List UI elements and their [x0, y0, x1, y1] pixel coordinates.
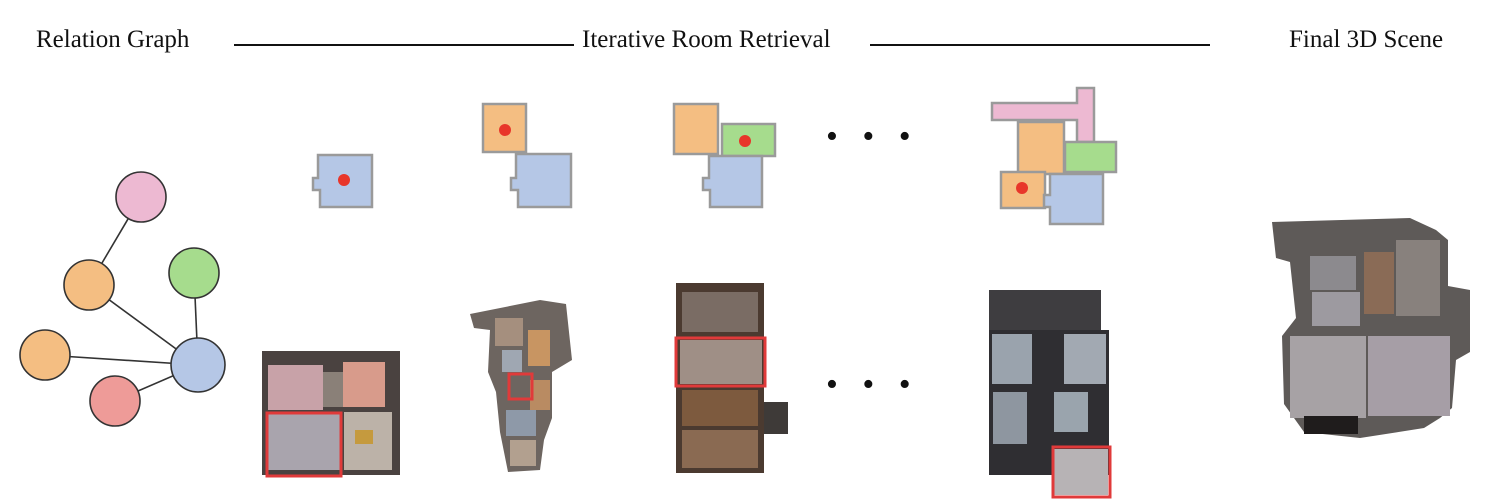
- scene-room: [1310, 256, 1356, 290]
- scene-room-pink: [268, 365, 323, 410]
- scene-room: [502, 350, 522, 372]
- header-rule-left: [234, 44, 574, 46]
- scene-room: [1290, 336, 1366, 418]
- scene-3d-step-1: [262, 351, 400, 478]
- scene-room: [510, 440, 536, 466]
- graph-node-green: [168, 247, 220, 299]
- scene-shadow: [1304, 416, 1358, 434]
- step-ellipsis-top: • • •: [826, 118, 919, 155]
- floorplan-step-3: [672, 102, 777, 209]
- active-room-marker: [338, 174, 350, 186]
- graph-node-pink: [115, 171, 167, 223]
- scene-room: [506, 410, 536, 436]
- scene-detail: [355, 430, 373, 444]
- scene-room: [992, 334, 1032, 384]
- relation-graph-title: Relation Graph: [36, 26, 190, 53]
- floorplan-step-1: [311, 153, 374, 209]
- scene-room: [682, 430, 758, 468]
- room-blue: [1042, 172, 1105, 226]
- scene-building-top: [989, 290, 1101, 330]
- room-green: [1063, 140, 1118, 174]
- header-rule-right: [870, 44, 1210, 46]
- iterative-room-retrieval-title: Iterative Room Retrieval: [582, 26, 831, 53]
- scene-room: [1396, 240, 1440, 316]
- scene-room: [1364, 252, 1394, 314]
- graph-node-blue: [170, 337, 226, 393]
- room-orange: [672, 102, 720, 156]
- scene-3d-step-2: [470, 300, 572, 472]
- floorplan-step-4: [990, 86, 1118, 226]
- scene-room-bottom-left: [268, 414, 340, 470]
- room-orange-upper: [1016, 120, 1066, 176]
- active-room-marker: [1016, 182, 1028, 194]
- scene-room: [528, 330, 550, 366]
- scene-room: [495, 318, 523, 346]
- room-blue: [509, 152, 573, 209]
- scene-room-grey: [323, 372, 343, 407]
- relation-graph: [19, 171, 226, 427]
- final-3d-scene-title: Final 3D Scene: [1289, 26, 1444, 53]
- scene-room: [1368, 336, 1450, 416]
- graph-node-orange-lower: [19, 329, 71, 381]
- retrieved-room-highlight: [1051, 445, 1112, 499]
- active-room-marker: [739, 135, 751, 147]
- scene-room: [993, 392, 1027, 444]
- scene-room: [1312, 292, 1360, 326]
- scene-room: [1054, 449, 1108, 495]
- scene-room: [1054, 392, 1088, 432]
- scene-3d-step-4: [989, 290, 1112, 499]
- retrieved-room-highlight: [265, 411, 343, 478]
- scene-annex: [764, 402, 788, 434]
- retrieved-room-highlight: [507, 372, 534, 401]
- retrieved-room-highlight: [674, 336, 767, 388]
- scene-3d-step-3: [674, 283, 788, 473]
- scene-room: [530, 380, 550, 410]
- scene-room: [1064, 334, 1106, 384]
- room-blue: [701, 154, 764, 209]
- step-ellipsis-bottom: • • •: [826, 366, 919, 403]
- graph-node-red: [89, 375, 141, 427]
- scene-room-peach: [343, 362, 385, 407]
- active-room-marker: [499, 124, 511, 136]
- scene-room: [680, 340, 762, 384]
- final-3d-scene: [1272, 218, 1470, 438]
- scene-room: [682, 390, 758, 426]
- floorplan-step-2: [481, 102, 573, 209]
- graph-node-orange-upper: [63, 259, 115, 311]
- scene-room: [682, 292, 758, 332]
